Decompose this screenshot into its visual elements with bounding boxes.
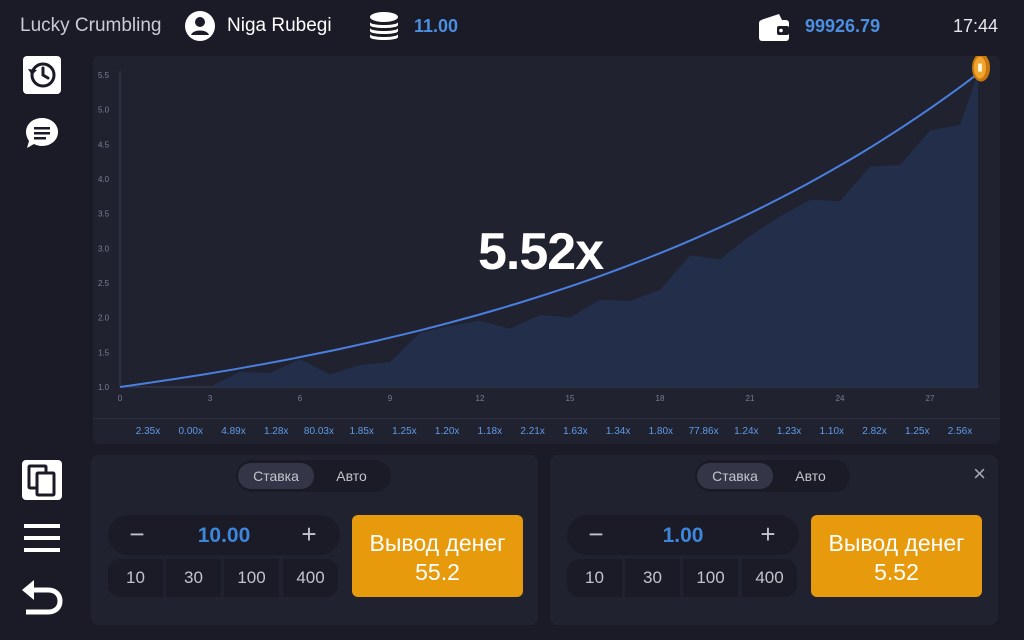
top-bar: Lucky Crumbling Niga Rubegi 11.00 99926.… — [0, 0, 1024, 54]
tab-auto[interactable]: Авто — [336, 468, 367, 484]
coin-icon — [972, 56, 990, 82]
x-tick-label: 12 — [476, 394, 485, 403]
x-tick-label: 18 — [656, 394, 665, 403]
x-tick-label: 6 — [298, 394, 303, 403]
chat-icon[interactable] — [24, 116, 60, 152]
menu-icon[interactable] — [24, 522, 60, 554]
close-icon[interactable]: × — [973, 461, 986, 486]
bet-amount-stepper: − 10.00 + — [108, 515, 340, 555]
quick-amount-button[interactable]: 10 — [108, 559, 163, 597]
y-tick-label: 4.0 — [98, 175, 110, 184]
cashout-button[interactable]: Вывод денег 55.2 — [352, 515, 523, 597]
history-item: 1.80x — [648, 426, 674, 437]
history-item: 2.35x — [135, 426, 161, 437]
history-item: 4.89x — [221, 426, 246, 437]
y-tick-label: 2.0 — [98, 314, 110, 323]
tab-bet[interactable]: Ставка — [697, 463, 773, 489]
y-tick-label: 1.0 — [98, 383, 110, 392]
history-item: 2.56x — [947, 426, 973, 437]
cashout-amount: 5.52 — [874, 559, 919, 585]
history-item: 1.63x — [563, 426, 588, 437]
quick-amount-button[interactable]: 100 — [224, 559, 279, 597]
x-tick-label: 21 — [746, 394, 755, 403]
quick-amount-button[interactable]: 10 — [567, 559, 622, 597]
x-tick-label: 24 — [836, 394, 845, 403]
history-item: 0.00x — [178, 426, 203, 437]
app-title: Lucky Crumbling — [20, 15, 162, 36]
history-item: 77.86x — [688, 426, 719, 437]
history-item: 1.85x — [349, 426, 374, 437]
bet-tabs: Ставка Авто — [236, 460, 391, 492]
history-item: 2.82x — [862, 426, 887, 437]
username[interactable]: Niga Rubegi — [227, 15, 332, 36]
tab-auto[interactable]: Авто — [795, 468, 826, 484]
multiplier-curve — [119, 72, 979, 388]
x-tick-label: 0 — [118, 394, 123, 403]
history-item: 2.21x — [520, 426, 545, 437]
current-multiplier: 5.52x — [478, 223, 604, 281]
history-item: 80.03x — [303, 426, 334, 437]
multiplier-chart: 1.0 1.5 2.0 2.5 3.0 3.5 4.0 4.5 5.0 5.5 0 3 6 9 12 15 18… — [98, 56, 990, 403]
y-tick-label: 2.5 — [98, 279, 110, 288]
history-item: 1.18x — [477, 426, 503, 437]
bet-amount[interactable]: 10.00 — [197, 524, 251, 547]
y-tick-label: 5.5 — [98, 71, 110, 80]
chart-area — [120, 73, 978, 387]
y-tick-label: 4.5 — [98, 140, 110, 149]
bet-tabs: Ставка Авто — [695, 460, 850, 492]
tab-bet[interactable]: Ставка — [238, 463, 314, 489]
quick-amount-button[interactable]: 100 — [683, 559, 738, 597]
quick-amount-button[interactable]: 30 — [166, 559, 221, 597]
increase-bet-button[interactable]: + — [301, 519, 317, 549]
wallet-icon — [759, 14, 789, 41]
copy-icon[interactable] — [22, 460, 62, 500]
history-icon[interactable] — [23, 56, 61, 94]
decrease-bet-button[interactable]: − — [129, 519, 145, 549]
bet-amount-stepper: − 1.00 + — [567, 515, 799, 555]
cashout-label: Вывод денег — [369, 530, 506, 556]
decrease-bet-button[interactable]: − — [588, 519, 604, 549]
y-tick-label: 5.0 — [98, 106, 110, 115]
history-item: 1.34x — [605, 426, 631, 437]
history-item: 1.23x — [776, 426, 802, 437]
y-tick-label: 1.5 — [98, 348, 110, 357]
bet-amount[interactable]: 1.00 — [662, 524, 704, 547]
quick-amount-button[interactable]: 400 — [742, 559, 797, 597]
history-item: 1.28x — [263, 426, 289, 437]
bet-panel-2: Ставка Авто × − 1.00 + 10 30 100 400 Выв… — [550, 455, 998, 625]
history-item: 1.10x — [819, 426, 845, 437]
cashout-button[interactable]: Вывод денег 5.52 — [811, 515, 982, 597]
chart-panel: 1.0 1.5 2.0 2.5 3.0 3.5 4.0 4.5 5.0 5.5 0 3 6 9 12 15 18… — [93, 56, 1000, 444]
history-item: 1.20x — [434, 426, 460, 437]
back-icon[interactable] — [20, 576, 64, 618]
clock: 17:44 — [953, 16, 999, 36]
cashout-amount: 55.2 — [415, 559, 460, 585]
x-tick-label: 15 — [566, 394, 575, 403]
history-item: 1.25x — [905, 426, 930, 437]
y-tick-label: 3.5 — [98, 210, 110, 219]
x-tick-label: 27 — [926, 394, 935, 403]
coin-stack-icon — [370, 12, 398, 40]
increase-bet-button[interactable]: + — [760, 519, 776, 549]
y-tick-label: 3.0 — [98, 244, 110, 253]
user-circle-icon[interactable] — [184, 10, 216, 42]
wallet-balance: 99926.79 — [805, 16, 881, 36]
quick-amount-button[interactable]: 30 — [625, 559, 680, 597]
history-strip: 2.35x 0.00x 4.89x 1.28x 80.03x 1.85x 1.25x 1.20… — [93, 418, 1000, 444]
x-tick-label: 9 — [388, 394, 393, 403]
coins-balance: 11.00 — [414, 16, 459, 36]
cashout-label: Вывод денег — [828, 530, 965, 556]
bet-panel-1: Ставка Авто − 10.00 + 10 30 100 400 Выво… — [91, 455, 538, 625]
quick-amount-button[interactable]: 400 — [283, 559, 338, 597]
history-item: 1.24x — [734, 426, 759, 437]
history-item: 1.25x — [392, 426, 417, 437]
x-tick-label: 3 — [208, 394, 213, 403]
